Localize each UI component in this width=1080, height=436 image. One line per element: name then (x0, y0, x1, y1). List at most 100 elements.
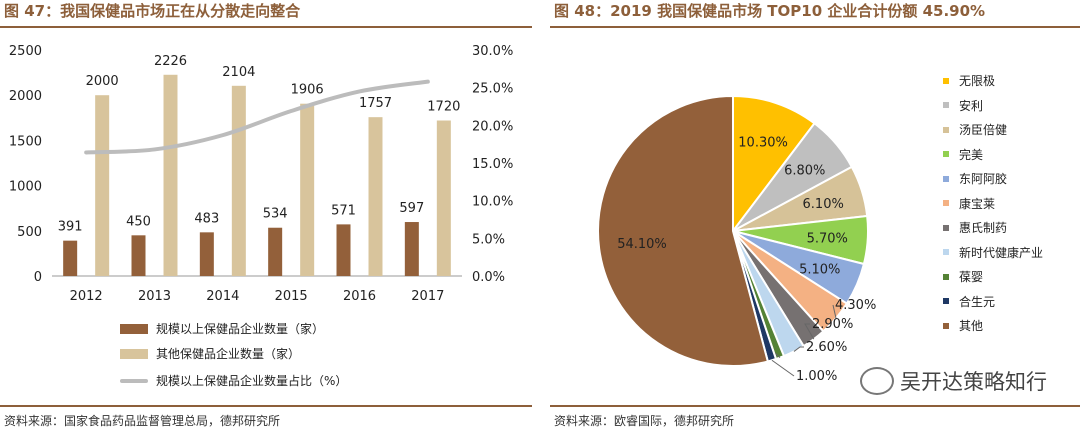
pie-legend-label: 无限极 (959, 74, 996, 88)
data-label-large: 391 (58, 220, 83, 235)
pie-legend-swatch (943, 175, 949, 182)
pie-legend-label: 康宝莱 (959, 196, 996, 211)
slice-value-label: 54.10% (617, 237, 667, 252)
pie-legend-item: 汤臣倍健 (943, 121, 1007, 138)
y-tick-label: 1000 (9, 180, 42, 195)
bar-other-companies (436, 120, 451, 277)
bar-large-companies (404, 222, 419, 276)
pie-legend-swatch (943, 126, 949, 133)
pie-legend-swatch (943, 102, 949, 108)
wechat-icon (860, 367, 894, 395)
legend-item-other-companies: 其他保健品企业数量（家） (120, 345, 300, 362)
data-label-other: 1757 (359, 96, 392, 111)
pie-legend-item: 葆婴 (943, 268, 983, 285)
y-tick-label: 500 (17, 225, 42, 240)
y-tick-label: 2000 (9, 89, 42, 104)
right-panel: 图 48：2019 我国保健品市场 TOP10 企业合计份额 45.90% 10… (550, 0, 1080, 436)
pie-legend-label: 葆婴 (959, 270, 984, 284)
x-tick-label: 2016 (343, 289, 376, 304)
pie-slice (597, 94, 770, 367)
slice-value-label: 2.60% (806, 340, 847, 355)
pie-legend-swatch (943, 322, 949, 329)
x-tick-label: 2013 (138, 289, 171, 304)
legend-swatch-other (120, 348, 148, 359)
right-chart-title: 图 48：2019 我国保健品市场 TOP10 企业合计份额 45.90% (554, 2, 986, 20)
x-tick-label: 2015 (275, 289, 308, 304)
pie-legend-swatch (943, 77, 949, 84)
pie-legend-swatch (943, 249, 949, 255)
bar-large-companies (199, 232, 214, 276)
leader-line (804, 323, 815, 340)
right-source-rule (550, 405, 1080, 407)
data-label-large: 571 (331, 203, 356, 218)
legend-label-large: 规模以上保健品企业数量（家） (156, 322, 325, 336)
data-label-other: 1720 (427, 100, 460, 115)
legend-label-line: 规模以上保健品企业数量占比（%） (156, 374, 348, 388)
bar-large-companies (63, 240, 78, 276)
bar-large-companies (131, 235, 146, 276)
data-label-other: 2226 (154, 54, 187, 69)
leader-line (771, 359, 795, 377)
leader-line (793, 346, 804, 352)
pie-legend-swatch (943, 224, 949, 231)
x-tick-label: 2017 (411, 289, 444, 304)
y-tick-label: 1500 (9, 134, 42, 149)
pie-chart: 10.30% 6.80% 6.10% 5.70% 5.10% 4.30% 2.90% 2.60… (597, 94, 876, 384)
pie-legend-item: 其他 (943, 317, 983, 334)
data-label-other: 2000 (86, 74, 119, 89)
pie-legend-label: 东阿阿胶 (959, 172, 1008, 186)
slice-value-label: 5.70% (807, 231, 848, 246)
left-title-rule (0, 26, 532, 28)
x-tick-label: 2012 (70, 289, 103, 304)
y2-tick-label: 15.0% (472, 157, 513, 172)
pie-legend-swatch (943, 200, 949, 206)
pie-legend-label: 完美 (959, 147, 984, 162)
bar-other-companies (231, 85, 246, 276)
left-source: 资料来源：国家食品药品监督管理总局，德邦研究所 (4, 414, 281, 428)
y2-tick-label: 0.0% (472, 270, 505, 285)
legend-swatch-large (120, 323, 148, 334)
data-label-large: 450 (126, 214, 151, 229)
y2-tick-label: 25.0% (472, 82, 513, 97)
x-tick-label: 2014 (206, 289, 239, 304)
right-title-rule (550, 26, 1080, 28)
data-label-large: 534 (263, 207, 288, 222)
left-panel: 图 47：我国保健品市场正在从分散走向整合 0 500 1000 1500 2000 25… (0, 0, 532, 436)
right-source: 资料来源：欧睿国际，德邦研究所 (554, 414, 735, 428)
pie-legend-item: 完美 (943, 146, 983, 163)
pie-legend-label: 汤臣倍健 (959, 123, 1008, 137)
bar-large-companies (268, 227, 283, 276)
pie-legend-label: 惠氏制药 (959, 221, 1008, 235)
bar-other-companies (368, 117, 383, 276)
pie-legend-swatch (943, 273, 949, 280)
pie-legend-item: 东阿阿胶 (943, 170, 1007, 187)
pie-legend-item: 无限极 (943, 72, 995, 89)
slice-value-label: 4.30% (835, 298, 876, 313)
data-label-other: 1906 (291, 83, 324, 98)
data-label-other: 2104 (222, 65, 255, 80)
slice-value-label: 6.10% (803, 197, 844, 212)
pie-legend-item: 合生元 (943, 293, 995, 310)
y-tick-label: 2500 (9, 44, 42, 59)
pie-legend-swatch (943, 151, 949, 157)
bar-large-companies (336, 224, 351, 276)
legend-label-other: 其他保健品企业数量（家） (156, 347, 301, 361)
pie-legend-item: 新时代健康产业 (943, 244, 1043, 261)
pie-legend-label: 合生元 (959, 294, 996, 309)
legend-item-share-line: 规模以上保健品企业数量占比（%） (120, 372, 347, 389)
slice-value-label: 10.30% (738, 135, 788, 150)
data-label-large: 483 (194, 211, 219, 226)
bar-other-companies (300, 103, 315, 276)
watermark-text: 吴开达策略知行 (900, 370, 1047, 394)
y2-tick-label: 20.0% (472, 119, 513, 134)
bar-other-companies (163, 74, 178, 277)
pie-legend-label: 其他 (959, 319, 984, 333)
pie-legend-label: 安利 (959, 98, 984, 113)
bar-line-chart: 0 500 1000 1500 2000 2500 0.0% 5.0% 10.0% 15.0% 20… (9, 44, 513, 304)
y2-tick-label: 30.0% (472, 44, 513, 59)
pie-legend-label: 新时代健康产业 (959, 245, 1044, 260)
watermark: 吴开达策略知行 (860, 366, 1047, 396)
legend-swatch-line (120, 378, 148, 383)
left-source-rule (0, 405, 532, 407)
y-tick-label: 0 (34, 270, 42, 285)
